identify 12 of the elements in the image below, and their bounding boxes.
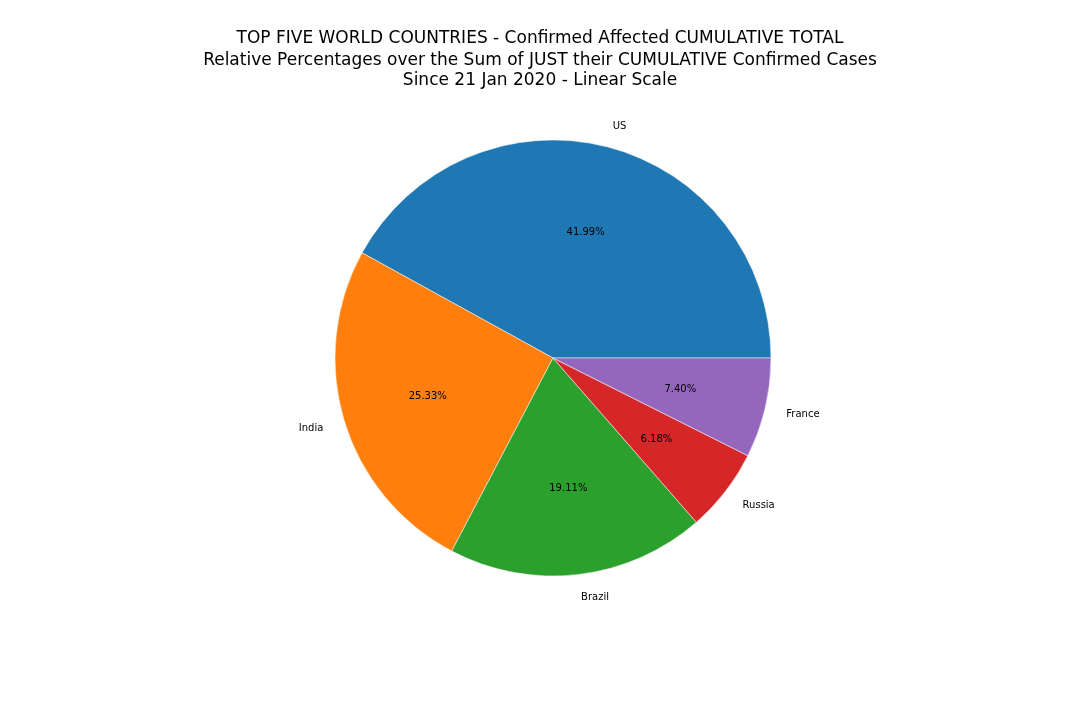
- data-label: 19.11%: [549, 482, 588, 494]
- slice-label: India: [298, 421, 324, 433]
- data-label: 25.33%: [408, 390, 447, 402]
- slice-label: Brazil: [581, 590, 609, 602]
- slice-label: Russia: [742, 499, 775, 511]
- chart-subtitle: Relative Percentages over the Sum of JUST their CUMULATIVE Confirmed Cases Since 21 Jan 2020 - Linear Scale: [203, 49, 877, 89]
- data-label: 41.99%: [566, 225, 605, 237]
- slice-label: US: [612, 120, 627, 132]
- data-label: 7.40%: [664, 382, 697, 394]
- data-label: 6.18%: [640, 432, 673, 444]
- slice-label: France: [786, 407, 820, 419]
- chart-title: TOP FIVE WORLD COUNTRIES - Confirmed Affected CUMULATIVE TOTAL: [235, 27, 844, 47]
